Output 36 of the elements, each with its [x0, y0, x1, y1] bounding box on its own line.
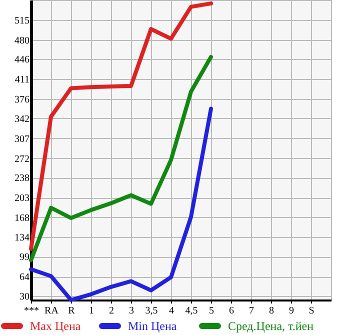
- y-tick-label: 30: [20, 292, 30, 303]
- y-tick-label: 446: [14, 54, 30, 66]
- y-tick-label: 64: [20, 272, 30, 284]
- x-tick-label: 5: [209, 306, 214, 316]
- x-tick-label: 4: [169, 306, 174, 316]
- x-tick-label: S: [308, 306, 314, 316]
- legend-label: Сред.Цена, т.йен: [228, 319, 314, 333]
- x-tick-label: 4,5: [185, 306, 198, 316]
- y-tick-label: 515: [14, 15, 30, 26]
- x-tick-label: R: [68, 306, 76, 316]
- legend-label: Max Цена: [30, 319, 82, 333]
- x-tick-label: 9: [289, 306, 294, 316]
- line-series: [29, 106, 213, 302]
- y-tick-label: 99: [20, 252, 30, 264]
- line-series: [29, 54, 213, 262]
- line-series: [29, 1, 213, 251]
- legend-label: Min Цена: [128, 319, 178, 333]
- y-tick-label: 272: [14, 154, 30, 165]
- y-tick-label: 342: [14, 114, 30, 125]
- x-tick-label: RA: [44, 306, 60, 316]
- y-tick-label: 238: [14, 173, 30, 184]
- y-tick-label: 307: [14, 134, 30, 145]
- x-tick-label: 1: [89, 306, 94, 316]
- y-tick-label: 480: [14, 35, 30, 46]
- x-tick-label: ***: [24, 306, 39, 316]
- x-tick-label: 8: [269, 306, 274, 316]
- y-tick-label: 134: [14, 232, 30, 244]
- x-tick-label: 2: [109, 306, 114, 316]
- x-tick-label: 3,5: [145, 306, 158, 316]
- y-tick-label: 411: [14, 74, 30, 86]
- x-tick-label: 6: [229, 306, 234, 316]
- y-tick-label: 203: [14, 193, 30, 204]
- y-tick-label: 168: [14, 212, 30, 224]
- x-tick-label: 3: [129, 306, 134, 316]
- x-tick-label: 7: [249, 306, 254, 316]
- y-tick-label: 376: [14, 94, 30, 106]
